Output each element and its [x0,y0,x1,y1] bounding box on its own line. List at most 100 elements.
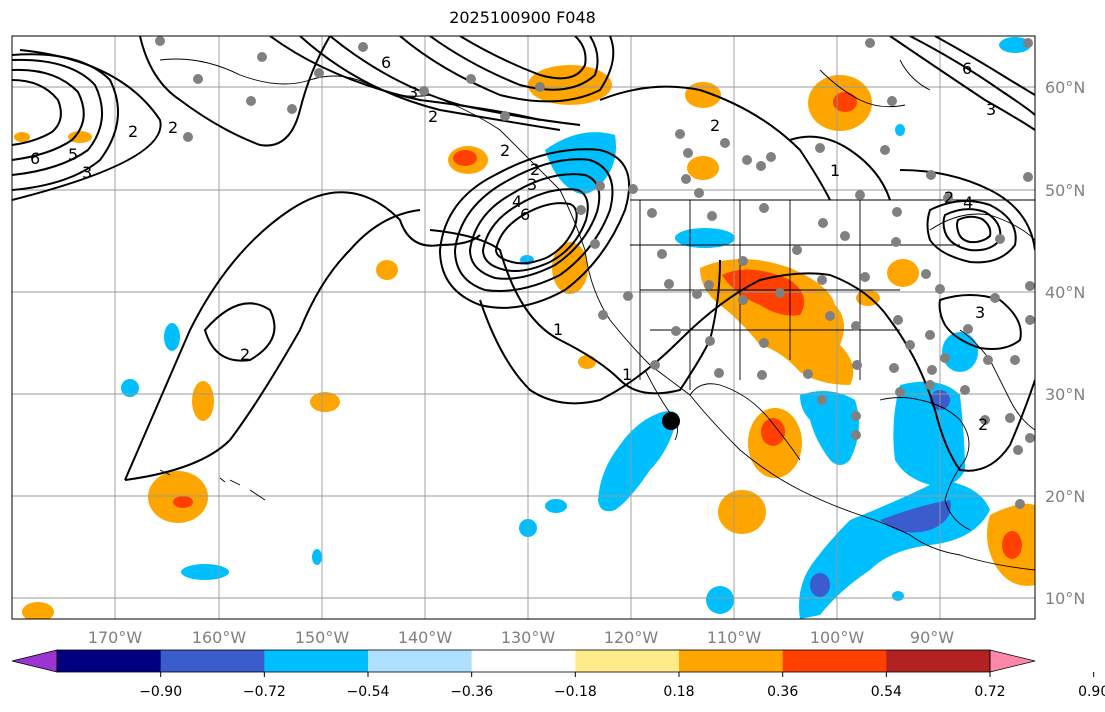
warm-blob [22,602,54,619]
svg-text:2: 2 [240,345,250,364]
warm-blob [887,259,919,287]
contour-labels: 6 5 3 2 2 2 6 3 2 2 6 4 3 2 1 1 2 1 2 3 … [30,53,996,434]
svg-text:3: 3 [408,83,418,102]
cool-blob-core [810,573,830,597]
warm-blob [376,260,398,280]
colorbar-tick-label: 0.18 [663,684,694,700]
lat-label: 30°N [1045,385,1085,404]
svg-text:6: 6 [520,205,530,224]
svg-text:2: 2 [128,122,138,141]
warm-blob-core [722,269,805,316]
cool-blob [545,499,567,513]
lat-label: 50°N [1045,181,1085,200]
colorbar-arrow-right [989,649,1036,673]
svg-text:3: 3 [82,163,92,182]
cool-blob-core [880,500,951,533]
cool-blob [800,391,859,465]
location-marker [662,412,680,430]
cool-blob [312,549,322,565]
cool-blob [893,381,965,486]
svg-text:4: 4 [963,193,973,212]
colorbar-bin [575,650,680,672]
svg-text:2: 2 [978,415,988,434]
colorbar: −0.90 −0.72 −0.54 −0.36 −0.18 0.18 0.36 0.54 0.7… [11,649,1105,700]
lon-label: 110°W [707,628,762,647]
warm-blob [68,131,92,143]
svg-text:3: 3 [975,303,985,322]
warm-blob [687,156,719,180]
colorbar-bin [160,650,265,672]
warm-blob [718,490,766,534]
svg-text:2: 2 [530,160,540,179]
svg-text:2: 2 [168,118,178,137]
latitude-labels: 60°N 50°N 40°N 30°N 20°N 10°N [1045,78,1085,608]
lon-label: 90°W [910,628,954,647]
colorbar-tick-label: −0.54 [347,684,390,700]
cool-blob [942,332,978,372]
lat-label: 60°N [1045,78,1085,97]
colorbar-tick-label: −0.18 [554,684,597,700]
colorbar-tick-label: 0.54 [871,684,902,700]
warm-blob-core [833,92,857,112]
svg-text:3: 3 [986,100,996,119]
svg-text:2: 2 [500,141,510,160]
anomaly-shading [14,37,1035,619]
cool-blob [895,124,905,136]
svg-text:5: 5 [68,145,78,164]
svg-text:6: 6 [962,59,972,78]
cool-blob [545,132,616,194]
cool-blob [121,379,139,397]
svg-text:1: 1 [622,365,632,384]
cool-blob [164,323,180,351]
lon-label: 140°W [398,628,453,647]
svg-text:1: 1 [830,161,840,180]
longitude-labels: 170°W 160°W 150°W 140°W 130°W 120°W 110°… [88,628,954,647]
colorbar-tick-label: −0.72 [243,684,286,700]
cool-blob [892,591,904,601]
warm-blob [14,132,30,142]
warm-blob-core [453,150,477,166]
svg-text:6: 6 [381,53,391,72]
lat-label: 10°N [1045,589,1085,608]
lon-label: 130°W [501,628,556,647]
warm-blob-core [173,496,193,508]
graticule [12,36,1035,619]
colorbar-bin [264,650,369,672]
svg-text:4: 4 [512,192,522,211]
colorbar-tick-label: 0.90 [1078,684,1105,700]
colorbar-tick-label: 0.36 [767,684,798,700]
colorbar-bin [886,650,991,672]
lon-label: 150°W [295,628,350,647]
cool-blob [706,586,734,614]
colorbar-bin [57,650,162,672]
svg-text:2: 2 [428,107,438,126]
colorbar-tick-label: 0.72 [974,684,1005,700]
svg-text:2: 2 [944,188,954,207]
colorbar-bin [782,650,887,672]
svg-text:3: 3 [527,175,537,194]
warm-blob [310,392,340,412]
warm-blob [192,381,214,421]
lat-label: 20°N [1045,487,1085,506]
warm-blob-core [761,418,785,446]
cool-blob [181,564,229,580]
colorbar-frame [56,649,991,673]
lon-label: 120°W [604,628,659,647]
colorbar-tick-label: −0.90 [139,684,182,700]
map-title: 2025100900 F048 [449,8,596,27]
station-dots [155,36,1035,509]
lon-label: 170°W [88,628,143,647]
contour-lines [12,36,1035,481]
cool-blob [598,411,678,512]
colorbar-bin [679,650,784,672]
colorbar-bin [368,650,473,672]
colorbar-arrow-left [11,649,58,673]
warm-blob-core [1002,531,1022,559]
cool-blob [999,37,1031,53]
warm-blob [578,355,596,369]
map-frame [11,35,1036,620]
svg-text:1: 1 [553,320,563,339]
colorbar-tick-label: −0.36 [450,684,493,700]
lat-label: 40°N [1045,283,1085,302]
